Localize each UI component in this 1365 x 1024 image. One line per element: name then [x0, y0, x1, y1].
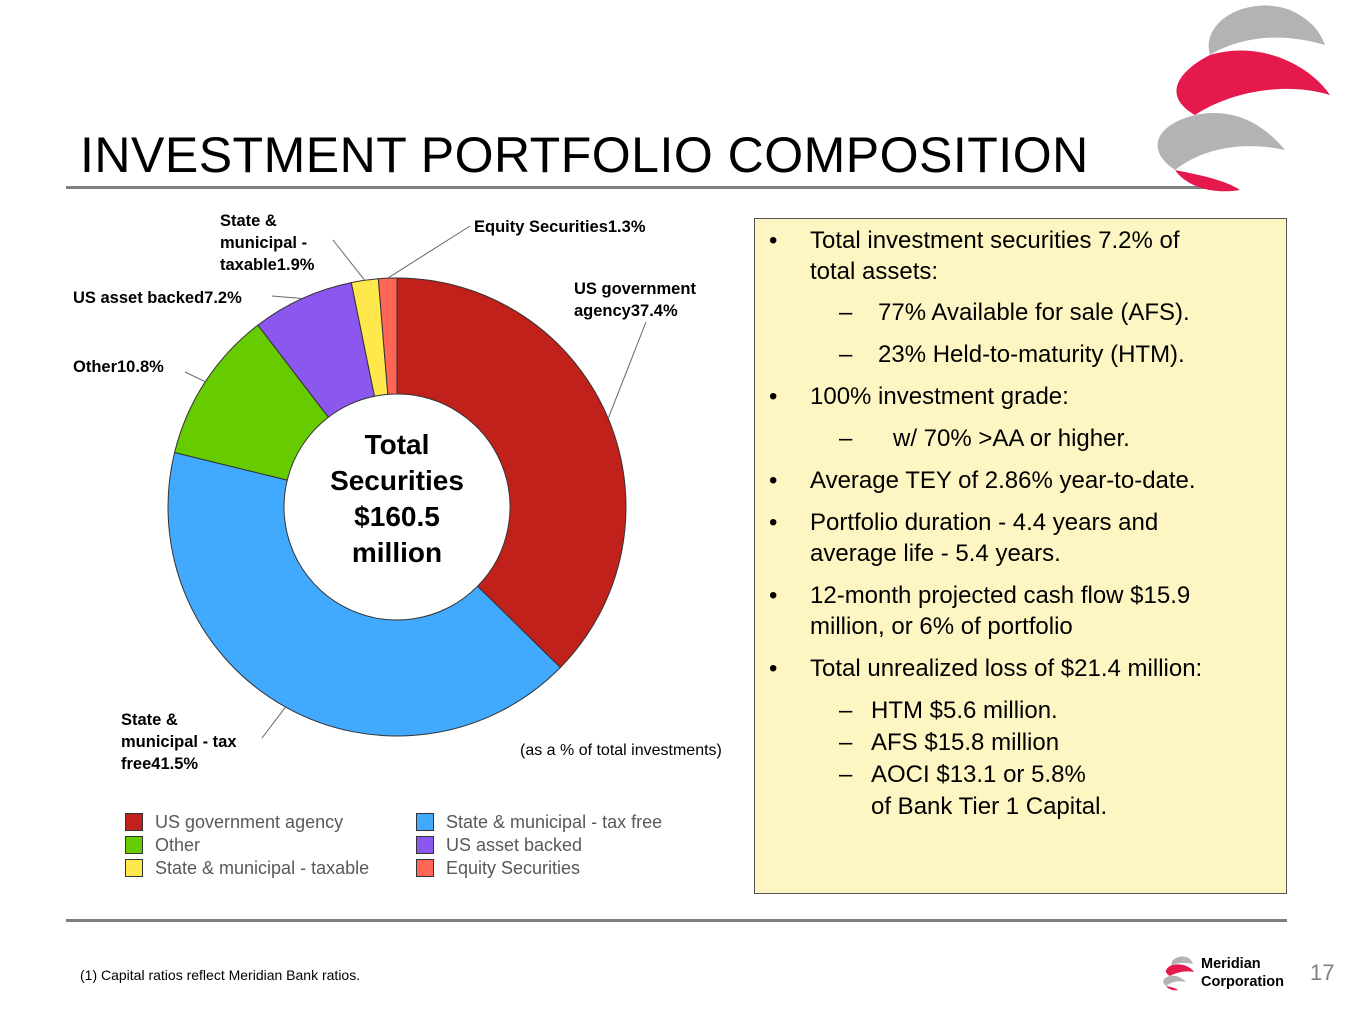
- legend-item: Equity Securities: [416, 857, 580, 879]
- bullet-icon: •: [769, 582, 778, 609]
- summary-item-text: Average TEY of 2.86% year-to-date.: [810, 467, 1196, 494]
- legend-item: US government agency: [125, 811, 343, 833]
- summary-item-text: 12-month projected cash flow $15.9: [810, 582, 1191, 609]
- slice-equity-securities: [377, 277, 398, 395]
- leader-line: [184, 371, 206, 383]
- legend-label: Other: [155, 834, 201, 855]
- slice-label: Other10.8%: [73, 358, 164, 376]
- bullet-icon: •: [769, 467, 778, 494]
- slice-label-line: US asset backed7.2%: [73, 289, 242, 307]
- legend-label: US asset backed: [446, 834, 583, 855]
- center-label-line: $160.5: [354, 501, 440, 532]
- summary-item-text: Portfolio duration - 4.4 years and: [810, 509, 1159, 536]
- page-title: INVESTMENT PORTFOLIO COMPOSITION: [80, 127, 1089, 183]
- summary-item-text: of Bank Tier 1 Capital.: [871, 793, 1108, 820]
- slice-label-line: US government: [574, 280, 696, 298]
- slice-label-line: municipal -: [220, 234, 307, 252]
- dash-icon: –: [839, 697, 853, 724]
- footnote: (1) Capital ratios reflect Meridian Bank…: [80, 967, 361, 983]
- slice-us-government-agency: [396, 277, 627, 669]
- legend-item: Other: [125, 834, 200, 856]
- slice-state-municipal-tax-free: [167, 451, 562, 737]
- slice-label-line: agency37.4%: [574, 302, 678, 320]
- leader-line: [607, 321, 647, 419]
- leader-line: [271, 295, 303, 300]
- summary-item-text: AOCI $13.1 or 5.8%: [871, 761, 1086, 788]
- summary-item-text: HTM $5.6 million.: [871, 697, 1058, 724]
- slice-label-line: taxable1.9%: [220, 256, 315, 274]
- slice-label: US asset backed7.2%: [73, 289, 242, 307]
- slice-label: State & municipal - taxable1.9%: [220, 212, 315, 274]
- slice-label: Equity Securities1.3%: [474, 218, 646, 236]
- dash-icon: –: [839, 761, 853, 788]
- summary-item-text: Total investment securities 7.2% of: [810, 227, 1180, 254]
- legend-swatch: [125, 836, 143, 854]
- slice-label-line: municipal - tax: [121, 733, 237, 751]
- summary-item-text: AFS $15.8 million: [871, 729, 1060, 756]
- summary-item-text: total assets:: [810, 258, 939, 285]
- dash-icon: –: [839, 299, 853, 326]
- dash-icon: –: [839, 729, 853, 756]
- summary-item-text: 23% Held-to-maturity (HTM).: [878, 341, 1185, 368]
- slice-label: US government agency37.4%: [574, 280, 696, 320]
- slice-label-line: State &: [220, 212, 277, 230]
- center-total-label: Total Securities $160.5 million: [330, 429, 464, 568]
- center-label-line: million: [352, 537, 442, 568]
- legend-swatch: [125, 813, 143, 831]
- summary-item-text: 77% Available for sale (AFS).: [878, 299, 1190, 326]
- summary-item-text: w/ 70% >AA or higher.: [893, 425, 1130, 452]
- legend-item: State & municipal - taxable: [125, 857, 369, 879]
- legend-label: Equity Securities: [446, 857, 581, 878]
- bullet-icon: •: [769, 383, 778, 410]
- center-label-line: Total: [365, 429, 430, 460]
- center-label-line: Securities: [330, 465, 464, 496]
- footer-divider: [66, 919, 1287, 922]
- legend-item: State & municipal - tax free: [416, 811, 662, 833]
- slice-label-line: Other10.8%: [73, 358, 164, 376]
- bullet-icon: •: [769, 655, 778, 682]
- legend-item: US asset backed: [416, 834, 582, 856]
- slice-label: State & municipal - tax free41.5%: [121, 711, 237, 773]
- slice-label-line: State &: [121, 711, 178, 729]
- meridian-logo-icon: [1157, 5, 1330, 192]
- summary-item-text: average life - 5.4 years.: [810, 540, 1061, 567]
- page-number: 17: [1310, 960, 1335, 985]
- slice-label-line: free41.5%: [121, 755, 198, 773]
- leader-line: [261, 706, 286, 739]
- portfolio-donut-chart: US government agency37.4% State & municipal…: [73, 212, 722, 773]
- legend-swatch: [416, 859, 434, 877]
- bullet-icon: •: [769, 227, 778, 254]
- legend-label: US government agency: [155, 811, 344, 832]
- legend-label: State & municipal - taxable: [155, 857, 370, 878]
- brand-line-1: Meridian: [1201, 956, 1261, 972]
- chart-note: (as a % of total investments): [520, 742, 722, 759]
- legend-label: State & municipal - tax free: [446, 811, 663, 832]
- leader-line: [332, 239, 366, 281]
- dash-icon: –: [839, 425, 853, 452]
- summary-item-text: 100% investment grade:: [810, 383, 1069, 410]
- legend-swatch: [416, 813, 434, 831]
- brand-line-2: Corporation: [1201, 974, 1284, 990]
- summary-item-text: Total unrealized loss of $21.4 million:: [810, 655, 1203, 682]
- meridian-small-logo-icon: [1163, 956, 1194, 991]
- legend-swatch: [125, 859, 143, 877]
- dash-icon: –: [839, 341, 853, 368]
- summary-box: • Total investment securities 7.2% of tota…: [754, 218, 1287, 894]
- title-divider: [66, 186, 1212, 189]
- bullet-icon: •: [769, 509, 778, 536]
- brand-name: Meridian Corporation: [1201, 955, 1284, 991]
- slice-label-line: Equity Securities1.3%: [474, 218, 646, 236]
- leader-line: [387, 225, 471, 279]
- legend-swatch: [416, 836, 434, 854]
- summary-item-text: million, or 6% of portfolio: [810, 613, 1073, 640]
